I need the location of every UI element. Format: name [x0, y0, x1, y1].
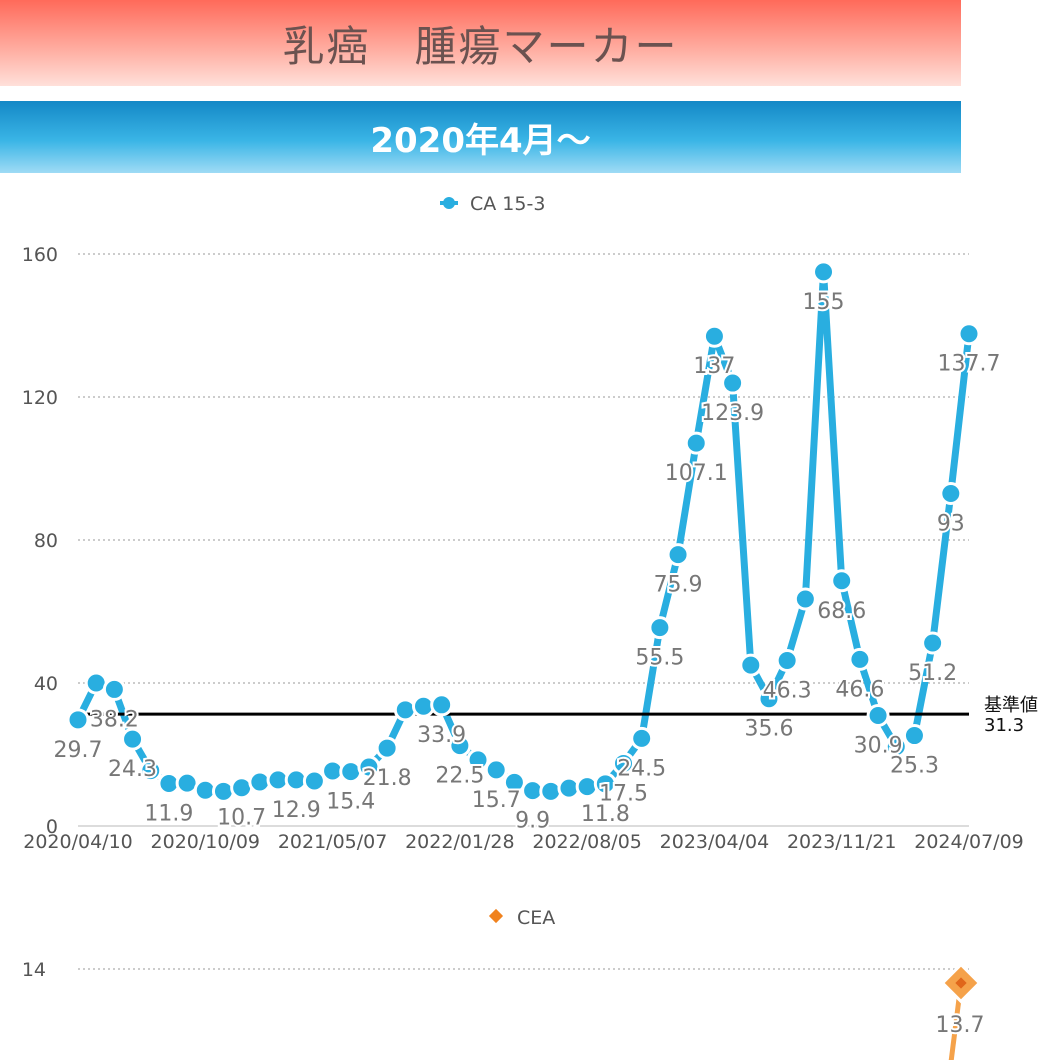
- data-label-ca153: 12.9: [272, 798, 321, 823]
- data-label-ca153: 33.9: [417, 723, 466, 748]
- data-point-ca153: [739, 653, 763, 677]
- data-point-ca153: [648, 616, 672, 640]
- data-label-ca153: 10.7: [217, 806, 266, 831]
- data-label-ca153: 11.9: [144, 801, 193, 826]
- data-label-ca153: 46.6: [835, 677, 884, 702]
- data-point-ca153: [848, 647, 872, 671]
- data-label-ca153: 35.6: [744, 717, 793, 742]
- legend-marker-cea: [488, 908, 504, 924]
- reference-line-value: 31.3: [984, 715, 1024, 736]
- data-point-ca153: [812, 260, 836, 284]
- data-point-ca153: [775, 648, 799, 672]
- data-point-ca153: [630, 726, 654, 750]
- data-label-ca153: 22.5: [435, 764, 484, 789]
- data-point-ca153: [575, 775, 599, 799]
- data-point-ca153: [684, 431, 708, 455]
- data-label-ca153: 24.3: [108, 757, 157, 782]
- data-label-ca153: 11.8: [581, 802, 630, 827]
- x-tick-label: 2022/01/28: [405, 831, 515, 853]
- data-label-ca153: 55.5: [635, 646, 684, 671]
- subtitle-banner: 2020年4月〜: [0, 101, 961, 173]
- y-tick-label: 160: [22, 244, 58, 266]
- data-point-ca153: [357, 755, 381, 779]
- data-point-ca153: [139, 759, 163, 783]
- data-label-ca153: 24.5: [617, 756, 666, 781]
- x-tick-label: 2020/10/09: [151, 831, 261, 853]
- x-tick-label: 2020/04/10: [23, 831, 133, 853]
- data-point-ca153: [666, 543, 690, 567]
- legend-label-cea: CEA: [517, 907, 555, 929]
- data-point-ca153: [393, 698, 417, 722]
- data-point-ca153: [921, 631, 945, 655]
- data-point-ca153: [66, 708, 90, 732]
- data-label-ca153: 68.6: [817, 599, 866, 624]
- data-point-ca153: [302, 769, 326, 793]
- y-tick-label: 120: [22, 387, 58, 409]
- data-point-ca153: [593, 772, 617, 796]
- data-label-ca153: 38.2: [90, 707, 139, 732]
- data-point-ca153: [430, 693, 454, 717]
- data-point-ca153: [902, 724, 926, 748]
- data-point-ca153: [957, 322, 981, 346]
- data-label-ca153: 9.9: [515, 809, 550, 834]
- legend-marker-ca153: [443, 197, 455, 209]
- data-point-ca153: [211, 779, 235, 803]
- data-label-ca153: 15.4: [326, 790, 375, 815]
- data-point-ca153: [466, 748, 490, 772]
- data-label-ca153: 93: [937, 512, 965, 537]
- data-point-ca153: [612, 751, 636, 775]
- data-label-ca153: 30.9: [854, 734, 903, 759]
- data-point-ca153: [884, 735, 908, 759]
- data-label-ca153: 137.7: [938, 352, 1001, 377]
- data-label-ca153: 137: [693, 354, 735, 379]
- x-tick-label: 2022/08/05: [532, 831, 642, 853]
- data-label-ca153: 51.2: [908, 661, 957, 686]
- legend-label-ca153: CA 15-3: [470, 193, 545, 215]
- page-title: 乳癌 腫瘍マーカー: [282, 21, 679, 71]
- data-point-ca153: [757, 687, 781, 711]
- data-point-ca153: [121, 727, 145, 751]
- title-banner: 乳癌 腫瘍マーカー: [0, 0, 961, 86]
- data-point-ca153: [484, 758, 508, 782]
- data-point-ca153: [539, 779, 563, 803]
- data-label-ca153: 46.3: [763, 678, 812, 703]
- data-point-ca153: [721, 371, 745, 395]
- data-point-ca153: [702, 324, 726, 348]
- x-tick-label: 2024/07/09: [914, 831, 1024, 853]
- x-tick-label: 2021/05/07: [278, 831, 388, 853]
- y-tick-label-cea: 14: [22, 959, 46, 981]
- y-tick-label: 80: [34, 530, 58, 552]
- x-tick-label: 2023/11/21: [787, 831, 897, 853]
- data-label-ca153: 75.9: [654, 573, 703, 598]
- data-label-ca153: 15.7: [472, 788, 521, 813]
- data-label-ca153: 107.1: [665, 461, 728, 486]
- data-point-ca153: [448, 734, 472, 758]
- data-label-ca153: 155: [803, 290, 845, 315]
- data-point-ca153: [102, 677, 126, 701]
- reference-line-label: 基準値: [984, 695, 1038, 716]
- y-tick-label: 40: [34, 673, 58, 695]
- data-label-ca153: 17.5: [599, 781, 648, 806]
- data-label-ca153: 21.8: [363, 766, 412, 791]
- y-tick-label: 0: [46, 816, 58, 838]
- data-point-ca153: [375, 736, 399, 760]
- data-point-ca153: [830, 569, 854, 593]
- data-label-ca153: 29.7: [54, 738, 103, 763]
- data-point-ca153: [502, 770, 526, 794]
- x-tick-label: 2023/04/04: [660, 831, 770, 853]
- page-subtitle: 2020年4月〜: [370, 120, 591, 161]
- data-point-ca153: [793, 587, 817, 611]
- data-label-ca153: 123.9: [701, 401, 764, 426]
- data-point-ca153: [866, 704, 890, 728]
- data-point-ca153: [939, 482, 963, 506]
- data-label-cea: 13.7: [936, 1013, 985, 1038]
- data-point-cea-inner: [955, 977, 967, 989]
- data-label-ca153: 25.3: [890, 754, 939, 779]
